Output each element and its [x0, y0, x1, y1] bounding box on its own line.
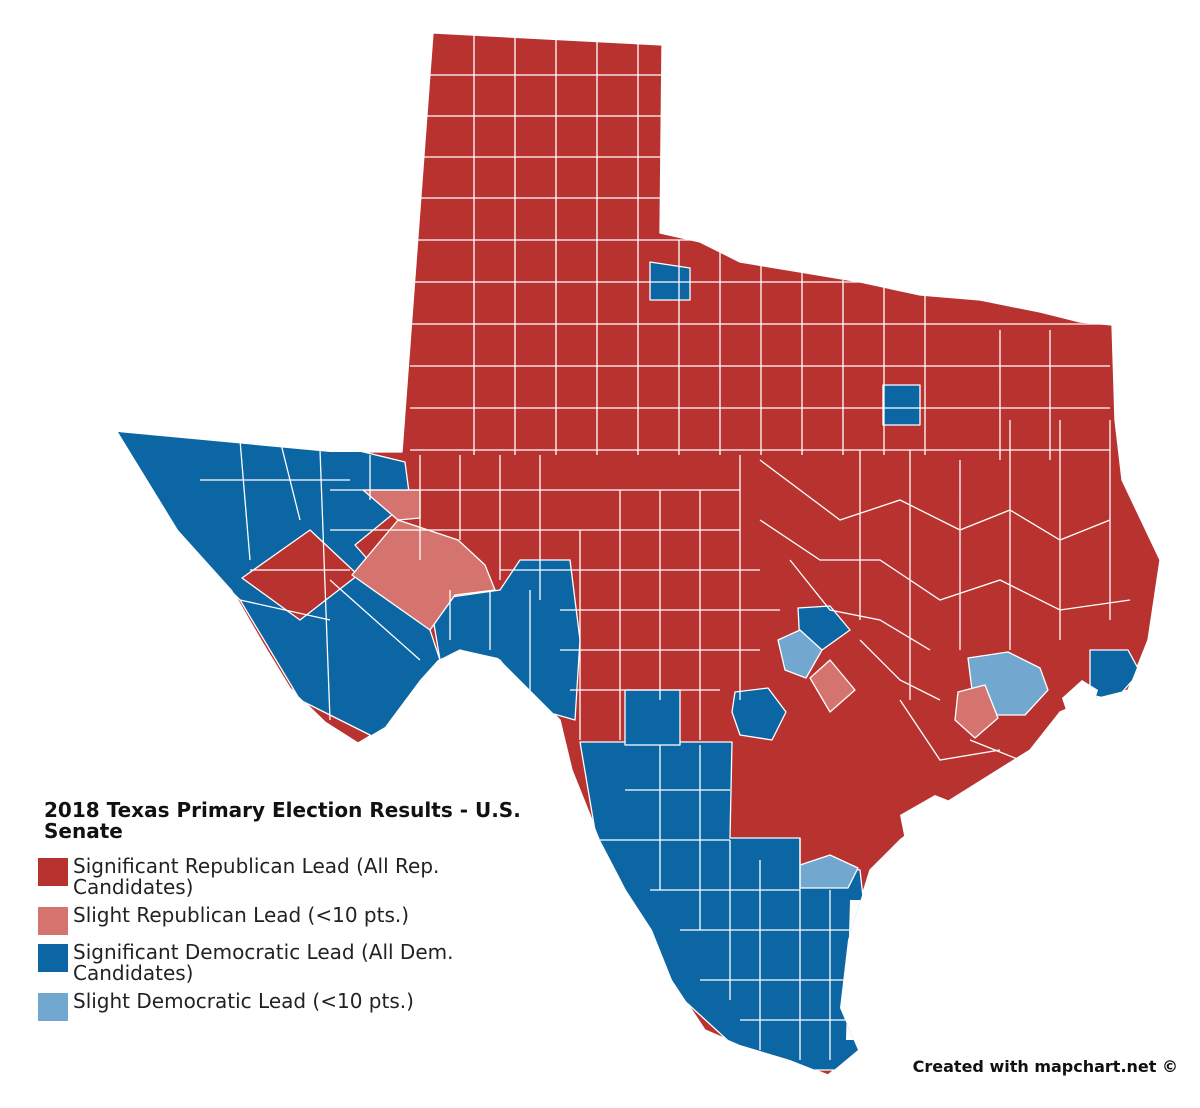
legend: 2018 Texas Primary Election Results - U.…: [38, 800, 598, 1028]
legend-swatch-slight-dem: [38, 993, 68, 1021]
legend-swatch-slight-rep: [38, 907, 68, 935]
region-middle-rio: [624, 689, 681, 746]
legend-label: Significant Republican Lead (All Rep. Ca…: [73, 854, 440, 899]
legend-label: Slight Democratic Lead (<10 pts.): [73, 989, 414, 1013]
county-grid-lines: [200, 33, 1131, 1060]
legend-swatch-sig-rep: [38, 858, 68, 886]
legend-title: 2018 Texas Primary Election Results - U.…: [44, 798, 521, 843]
county-wichita-area: [649, 261, 691, 301]
legend-item-sig-rep: Significant Republican Lead (All Rep. Ca…: [38, 856, 598, 898]
legend-item-sig-dem: Significant Democratic Lead (All Dem. Ca…: [38, 942, 598, 984]
credit-text: Created with mapchart.net ©: [912, 1057, 1178, 1076]
county-dallas-area: [882, 384, 921, 426]
county-bastrop-area: [809, 659, 856, 713]
legend-item-slight-dem: Slight Democratic Lead (<10 pts.): [38, 991, 598, 1021]
legend-swatch-sig-dem: [38, 944, 68, 972]
county-jefferson-area: [1089, 649, 1141, 701]
legend-label: Slight Republican Lead (<10 pts.): [73, 903, 410, 927]
county-pecos-area: [351, 519, 496, 631]
legend-label: Significant Democratic Lead (All Dem. Ca…: [73, 940, 454, 985]
county-hays-area: [777, 629, 823, 679]
legend-item-slight-rep: Slight Republican Lead (<10 pts.): [38, 905, 598, 935]
county-fort-bend-area: [954, 684, 999, 739]
county-bexar-area: [731, 687, 787, 741]
county-regions: [118, 33, 1141, 1071]
